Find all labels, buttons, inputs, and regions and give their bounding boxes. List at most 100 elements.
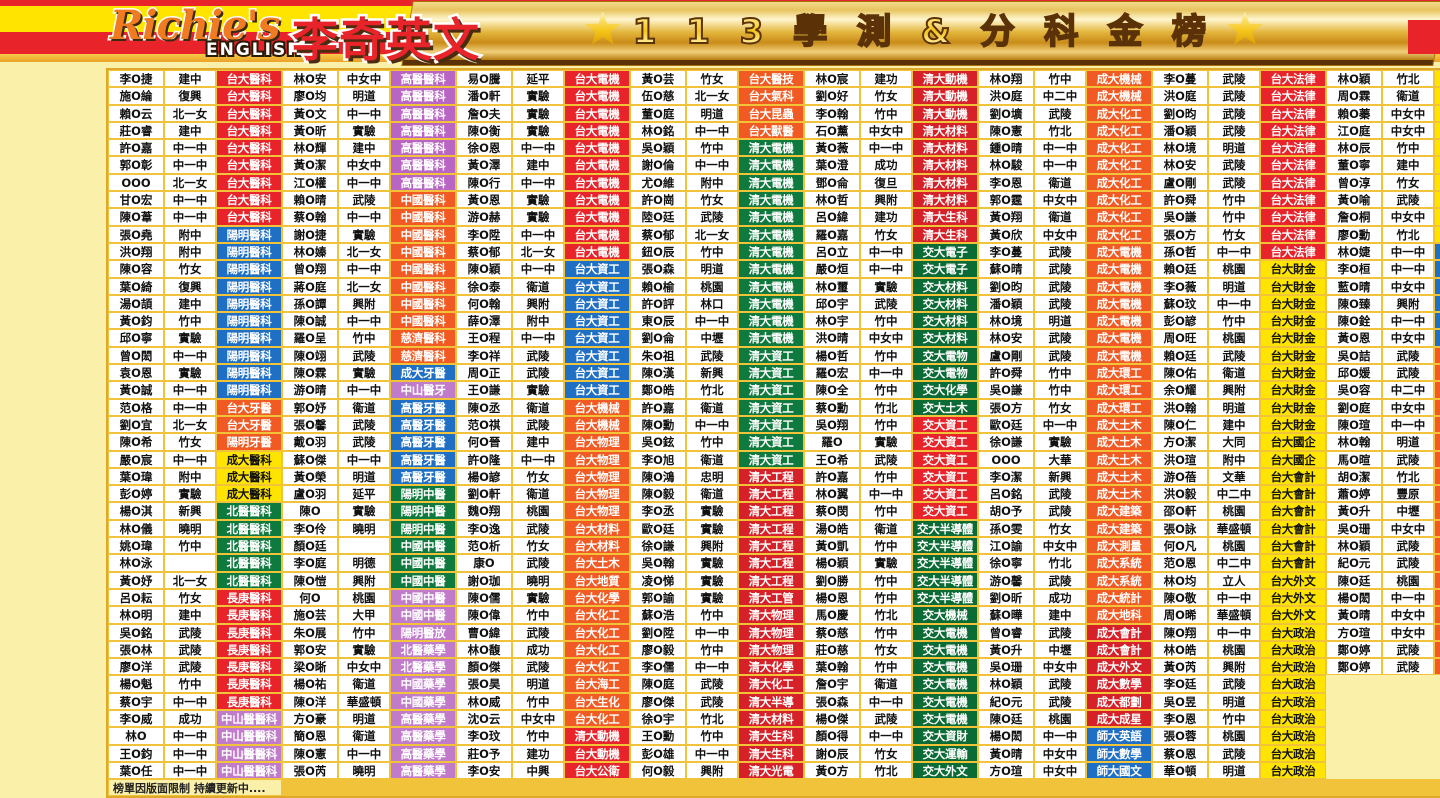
table-cell-department: 台大電機 xyxy=(564,87,630,105)
table-cell-department: 高醫牙醫 xyxy=(390,415,456,434)
table-cell-department: 成大化工 xyxy=(1086,121,1152,140)
table-cell-student-name: 林O安 xyxy=(978,329,1034,347)
table-cell-high-school: 實驗 xyxy=(164,329,216,347)
table-cell-student-name: 黃O欣 xyxy=(978,225,1034,243)
table-cell-department: 成大土木 xyxy=(1086,433,1152,451)
table-cell-student-name: 吳O謙 xyxy=(978,381,1034,399)
table-cell-student-name: 何O毅 xyxy=(630,761,686,780)
table-cell-student-name: 吳O銘 xyxy=(108,623,164,641)
table-cell-high-school: 竹中 xyxy=(1208,208,1260,226)
table-cell-high-school: 建中 xyxy=(338,139,390,157)
table-cell-department: 中國藥學 xyxy=(390,692,456,710)
table-cell-high-school: 竹中 xyxy=(686,433,738,451)
table-cell-student-name: 許O舜 xyxy=(1152,191,1208,209)
table-cell-high-school: 曉明 xyxy=(338,519,390,538)
table-cell-high-school: 中一中 xyxy=(860,260,912,278)
table-cell-high-school: 衛道 xyxy=(338,675,390,693)
table-cell-student-name: 賴O云 xyxy=(108,104,164,122)
table-cell-student-name: 廖O均 xyxy=(282,87,338,105)
table-cell-student-name: 郭O霆 xyxy=(978,191,1034,209)
table-cell-department: 交大電機 xyxy=(912,675,978,693)
table-cell-student-name: 游O晴 xyxy=(282,381,338,399)
table-cell-high-school: 中一中 xyxy=(164,692,216,710)
table-cell-department: 台大物理 xyxy=(564,433,630,451)
table-cell-department: 清大資工 xyxy=(738,398,804,416)
table-cell-high-school: 明道 xyxy=(1034,312,1086,330)
table-cell-high-school: 竹中 xyxy=(860,346,912,365)
table-cell-student-name: OOO xyxy=(108,173,164,192)
table-cell-department: 成大電機 xyxy=(1086,346,1152,365)
table-cell-student-name: 邱O寧 xyxy=(108,329,164,347)
brand-logo-chinese: 李奇英文 xyxy=(290,11,482,67)
table-cell-high-school: 武陵 xyxy=(1382,191,1434,209)
table-cell-department: 清大化工 xyxy=(738,675,804,693)
table-cell-student-name: 李O旭 xyxy=(630,450,686,468)
table-cell-student-name: 黃O凱 xyxy=(804,537,860,555)
table-cell-department: 台大土木 xyxy=(564,554,630,572)
table-cell-student-name: 江O諭 xyxy=(978,537,1034,555)
table-cell-high-school: 中女中 xyxy=(1034,191,1086,209)
table-cell-department: 清大半導 xyxy=(738,692,804,710)
table-cell-high-school: 中女中 xyxy=(512,709,564,728)
table-cell-student-name: 林O xyxy=(108,727,164,745)
table-cell-high-school: 武陵 xyxy=(1382,658,1434,676)
table-cell-high-school: 明道 xyxy=(1208,398,1260,416)
table-cell-high-school: 新興 xyxy=(686,364,738,382)
table-cell-student-name: 李O丞 xyxy=(630,502,686,520)
table-cell-department: 陽明醫科 xyxy=(216,225,282,243)
table-cell-student-name: 羅O呈 xyxy=(282,329,338,347)
table-cell-department: 師大英語 xyxy=(1086,727,1152,745)
table-cell-high-school: 竹中 xyxy=(1034,381,1086,399)
table-cell-department: 台大財金 xyxy=(1260,277,1326,295)
table-cell-department: 高醫藥學 xyxy=(390,727,456,745)
table-cell-high-school: 武陵 xyxy=(512,346,564,365)
table-cell-department: 高醫藥學 xyxy=(390,761,456,780)
table-cell-student-name: 羅O嘉 xyxy=(804,225,860,243)
table-cell-department: 台大法律 xyxy=(1260,121,1326,140)
table-cell-department: 台大資工 xyxy=(564,381,630,399)
table-cell-student-name: 林O穎 xyxy=(978,675,1034,693)
table-cell-student-name: 陳O丞 xyxy=(456,398,512,416)
table-cell-department: 清大光電 xyxy=(738,761,804,780)
table-cell-department: 高醫醫科 xyxy=(390,121,456,140)
table-cell-high-school: 中女中 xyxy=(1034,761,1086,780)
table-cell-student-name: 林O馥 xyxy=(456,640,512,659)
table-cell-department: 政大地政 xyxy=(1434,502,1440,520)
table-cell-student-name: 徐O寧 xyxy=(978,554,1034,572)
table-cell-student-name: 范O祺 xyxy=(456,415,512,434)
table-cell-high-school: 竹北 xyxy=(1034,121,1086,140)
table-cell-department: 政大傳播 xyxy=(1434,450,1440,468)
table-cell-department: 交大資工 xyxy=(912,467,978,486)
table-cell-high-school: 中一中 xyxy=(686,415,738,434)
table-cell-department: 清大電機 xyxy=(738,191,804,209)
table-cell-high-school: 明道 xyxy=(1208,139,1260,157)
table-cell-high-school: 建中 xyxy=(164,121,216,140)
table-cell-high-school: 建中 xyxy=(512,433,564,451)
table-cell-department: 清大物理 xyxy=(738,606,804,624)
table-cell-high-school: 北一女 xyxy=(686,87,738,105)
table-cell-empty xyxy=(1326,709,1382,728)
table-cell-student-name: 賴O蓁 xyxy=(1326,104,1382,122)
table-cell-student-name: 楊O閎 xyxy=(978,727,1034,745)
table-cell-high-school: 實驗 xyxy=(512,121,564,140)
table-cell-student-name: 許O嘉 xyxy=(630,398,686,416)
table-cell-department: 成大外文 xyxy=(1086,658,1152,676)
table-cell-department: 清大資工 xyxy=(738,346,804,365)
table-cell-student-name: 劉O勝 xyxy=(804,571,860,589)
table-cell-student-name: 葉O澄 xyxy=(804,156,860,174)
table-cell-department: 交大電子 xyxy=(912,242,978,261)
table-cell-student-name: 謝O捷 xyxy=(282,225,338,243)
table-cell-high-school: 北一女 xyxy=(164,415,216,434)
table-cell-department: 成大化工 xyxy=(1086,208,1152,226)
table-cell-student-name: 楊O傑 xyxy=(804,709,860,728)
table-cell-high-school: 竹中 xyxy=(338,329,390,347)
table-cell-student-name: 江O庭 xyxy=(1326,121,1382,140)
table-cell-high-school: 武陵 xyxy=(512,415,564,434)
table-cell-high-school xyxy=(338,537,390,555)
table-cell-department: 台大法律 xyxy=(1260,156,1326,174)
table-cell-student-name: 黃O芸 xyxy=(630,70,686,88)
table-cell-high-school: 中一中 xyxy=(1382,415,1434,434)
table-cell-high-school: 中一中 xyxy=(338,208,390,226)
table-cell-department: 成大會計 xyxy=(1086,640,1152,659)
table-cell-department: 台大財金 xyxy=(1260,415,1326,434)
